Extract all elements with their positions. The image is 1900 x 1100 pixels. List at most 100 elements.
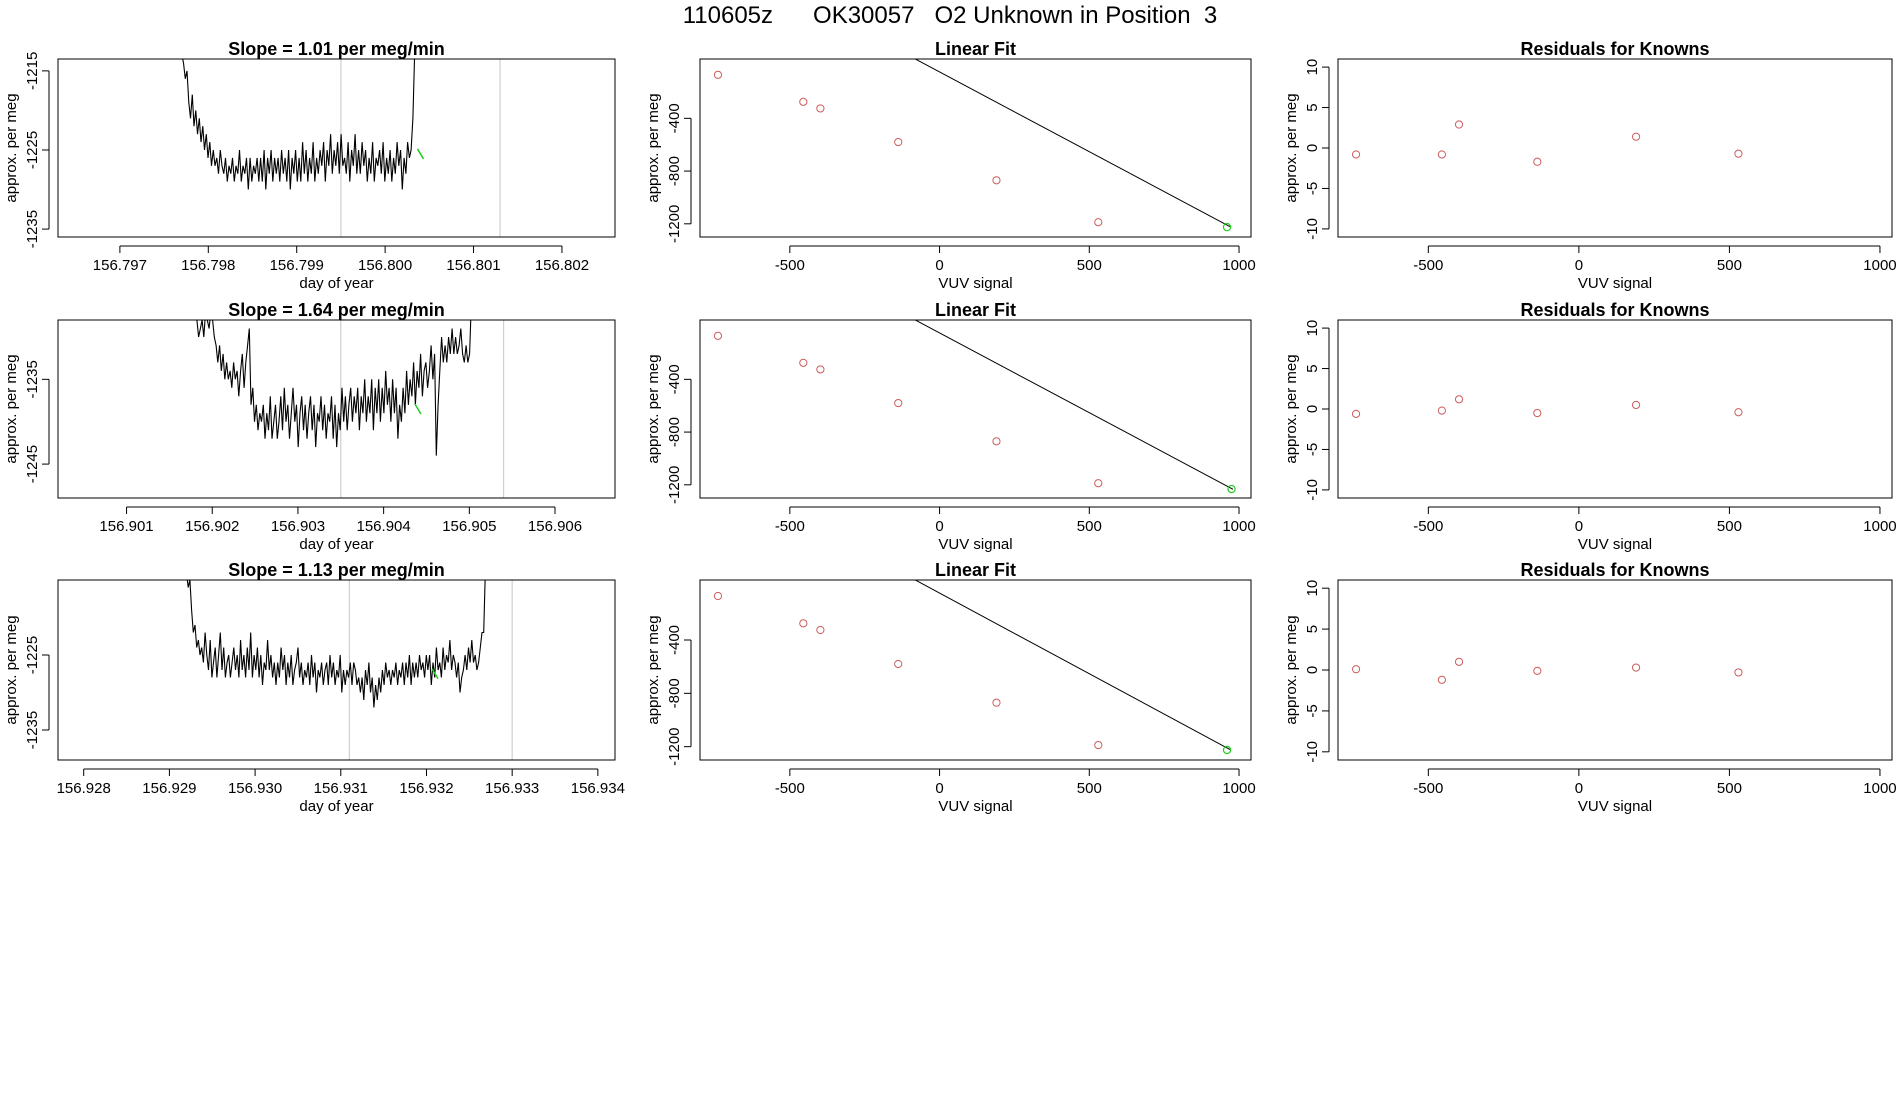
- x-tick-label: 156.802: [535, 257, 589, 274]
- plot-marks: [713, 320, 1236, 494]
- panel-3: Residuals for Knowns -500 0 500 1000 VUV sign…: [1283, 39, 1897, 292]
- unknown-point: [1222, 745, 1232, 755]
- x-axis: -500 0 500 1000: [1413, 245, 1897, 274]
- x-tick-label: -500: [775, 257, 805, 274]
- plot-marks: [1351, 120, 1743, 166]
- series-line: [182, 59, 416, 190]
- x-tick-label: 156.800: [358, 257, 412, 274]
- y-tick-label: -1235: [24, 711, 41, 749]
- plot-frame: [57, 579, 616, 761]
- residual-point: [1734, 668, 1743, 677]
- y-tick-label: -800: [666, 678, 683, 708]
- series-line: [196, 320, 472, 456]
- y-tick-label: 0: [1304, 666, 1321, 674]
- y-tick-label: 5: [1304, 103, 1321, 111]
- known-point: [713, 331, 723, 340]
- residual-point: [1734, 408, 1743, 417]
- x-tick-label: 156.933: [485, 780, 539, 797]
- panel-6: Residuals for Knowns -500 0 500 1000 VUV sign…: [1283, 300, 1897, 553]
- x-tick-label: 500: [1717, 780, 1742, 797]
- x-tick-label: 1000: [1222, 518, 1255, 535]
- x-axis-label: VUV signal: [938, 536, 1012, 553]
- x-tick-label: 0: [1575, 518, 1583, 535]
- residual-point: [1631, 132, 1641, 141]
- residual-point: [1454, 657, 1464, 666]
- known-point: [799, 358, 808, 367]
- y-axis-label: approx. per meg: [1283, 615, 1300, 724]
- x-axis: -500 0 500 1000: [775, 245, 1256, 274]
- x-axis-label: VUV signal: [1578, 798, 1652, 815]
- known-point: [992, 176, 1001, 185]
- y-tick-label: -800: [666, 156, 683, 186]
- plot-frame: [1337, 319, 1893, 499]
- unknown-point: [1222, 222, 1232, 232]
- y-tick-label: 0: [1304, 144, 1321, 152]
- x-axis: -500 0 500 1000: [1413, 768, 1897, 797]
- plot-frame: [57, 58, 616, 238]
- x-axis-label: VUV signal: [938, 275, 1012, 292]
- x-tick-label: 156.932: [399, 780, 453, 797]
- panel-title: Linear Fit: [935, 300, 1016, 320]
- plot-marks: [713, 580, 1232, 755]
- residual-point: [1351, 150, 1361, 159]
- unknown-point: [1227, 484, 1236, 494]
- x-axis-label: VUV signal: [1578, 275, 1652, 292]
- plot-frame: [57, 319, 616, 499]
- x-tick-label: 156.928: [57, 780, 111, 797]
- panel-title: Residuals for Knowns: [1520, 560, 1709, 580]
- y-tick-label: -800: [666, 417, 683, 447]
- residual-point: [1454, 120, 1464, 129]
- x-tick-label: 156.798: [181, 257, 235, 274]
- x-tick-label: -500: [775, 780, 805, 797]
- known-point: [894, 659, 903, 669]
- y-axis: -1235 -1245: [24, 360, 50, 483]
- x-tick-label: 500: [1077, 257, 1102, 274]
- y-tick-label: -400: [666, 364, 683, 394]
- y-tick-label: -10: [1304, 218, 1321, 240]
- x-tick-label: 1000: [1222, 780, 1255, 797]
- y-tick-label: -1245: [24, 445, 41, 483]
- x-tick-label: 156.799: [270, 257, 324, 274]
- residual-point: [1351, 409, 1361, 418]
- y-tick-label: -5: [1304, 182, 1321, 195]
- x-tick-label: 156.905: [442, 518, 496, 535]
- residual-point: [1454, 395, 1464, 404]
- panel-title: Residuals for Knowns: [1520, 39, 1709, 59]
- known-point: [713, 70, 723, 79]
- known-point: [1094, 479, 1103, 488]
- x-tick-label: 500: [1717, 257, 1742, 274]
- x-tick-label: 156.797: [93, 257, 147, 274]
- plot-frame: [699, 58, 1252, 238]
- residual-point: [1631, 663, 1641, 672]
- y-tick-label: -400: [666, 625, 683, 655]
- y-axis-label: approx. per meg: [3, 93, 20, 202]
- x-tick-label: 156.929: [142, 780, 196, 797]
- x-tick-label: 500: [1077, 518, 1102, 535]
- y-tick-label: -1235: [24, 210, 41, 248]
- plot-marks: [1351, 657, 1743, 684]
- y-tick-label: 10: [1304, 320, 1321, 337]
- x-tick-label: 1000: [1863, 257, 1896, 274]
- y-tick-label: -1200: [666, 466, 683, 504]
- x-tick-label: 156.930: [228, 780, 282, 797]
- x-tick-label: 500: [1077, 780, 1102, 797]
- y-tick-label: -1215: [24, 52, 41, 90]
- x-axis: 156.797 156.798 156.799 156.800 156.801 156.8…: [93, 245, 589, 274]
- y-axis-label: approx. per meg: [645, 354, 662, 463]
- panel-8: Linear Fit -500 0 500 1000 VUV signal -400 -800…: [645, 560, 1256, 815]
- residual-point: [1533, 157, 1542, 166]
- x-axis-label: day of year: [299, 275, 373, 292]
- x-tick-label: -500: [1413, 518, 1443, 535]
- plot-marks: [186, 580, 486, 708]
- x-axis: 156.928 156.929 156.930 156.931 156.932 156.9…: [57, 768, 625, 797]
- x-axis-label: VUV signal: [1578, 536, 1652, 553]
- known-point: [816, 625, 825, 635]
- y-axis: -400 -800 -1200: [666, 364, 692, 504]
- x-tick-label: 0: [1575, 780, 1583, 797]
- x-tick-label: 1000: [1863, 780, 1896, 797]
- residual-point: [1631, 400, 1641, 410]
